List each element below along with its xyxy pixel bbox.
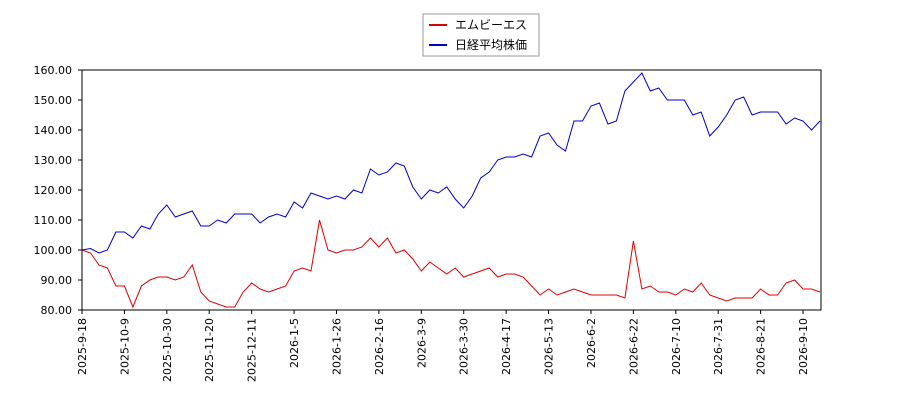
y-tick-label: 120.00: [34, 184, 73, 197]
y-tick-label: 150.00: [34, 94, 73, 107]
x-tick-label: 2026-7-31: [712, 318, 725, 375]
x-tick-label: 2026-8-21: [755, 318, 768, 375]
x-tick-label: 2026-9-10: [797, 318, 810, 375]
x-tick-label: 2026-7-10: [670, 318, 683, 375]
legend-label: エムビーエス: [455, 18, 527, 32]
y-tick-label: 160.00: [34, 64, 73, 77]
x-tick-label: 2026-6-22: [627, 318, 640, 375]
y-tick-label: 110.00: [34, 214, 73, 227]
x-tick-label: 2025-9-18: [76, 318, 89, 375]
x-tick-label: 2026-5-13: [543, 318, 556, 375]
x-tick-label: 2025-11-20: [203, 318, 216, 382]
x-tick-label: 2026-6-2: [585, 318, 598, 368]
series-line: [81, 219, 821, 309]
x-tick-label: 2025-10-30: [161, 318, 174, 382]
x-tick-label: 2025-12-11: [246, 318, 259, 382]
y-tick-label: 100.00: [34, 244, 73, 257]
x-tick-label: 2026-1-26: [330, 318, 343, 375]
y-tick-label: 140.00: [34, 124, 73, 137]
x-tick-label: 2026-3-30: [458, 318, 471, 375]
legend-box: [422, 13, 540, 57]
plot-frame: [81, 69, 822, 311]
x-tick-label: 2026-3-9: [415, 318, 428, 368]
legend-label: 日経平均株価: [455, 37, 527, 52]
x-tick-label: 2025-10-9: [118, 318, 131, 375]
y-tick-label: 90.00: [41, 274, 73, 287]
y-tick-label: 80.00: [41, 304, 73, 317]
x-tick-label: 2026-4-17: [500, 318, 513, 375]
x-tick-label: 2026-1-5: [288, 318, 301, 368]
x-tick-label: 2026-2-16: [373, 318, 386, 375]
y-tick-label: 130.00: [34, 154, 73, 167]
series-line: [81, 72, 821, 254]
